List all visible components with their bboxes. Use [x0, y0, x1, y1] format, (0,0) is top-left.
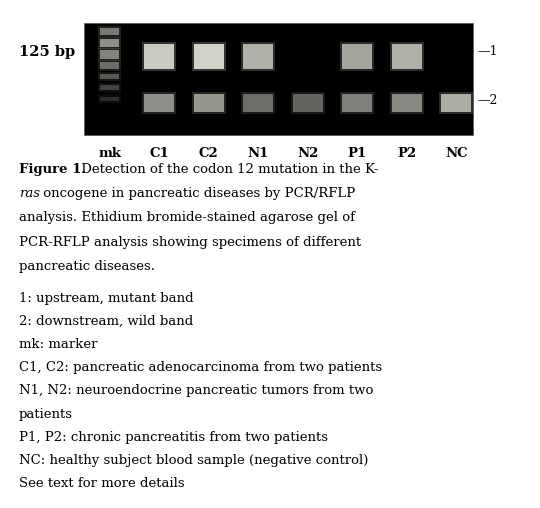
- Bar: [293, 94, 323, 112]
- Text: P1: P1: [348, 147, 367, 161]
- Bar: [98, 95, 121, 103]
- Bar: [392, 94, 422, 112]
- Bar: [98, 37, 121, 49]
- Text: NC: NC: [445, 147, 468, 161]
- Bar: [241, 42, 275, 71]
- Bar: [241, 92, 275, 114]
- Bar: [144, 44, 174, 69]
- Text: P1, P2: chronic pancreatitis from two patients: P1, P2: chronic pancreatitis from two pa…: [19, 431, 328, 444]
- Text: pancreatic diseases.: pancreatic diseases.: [19, 260, 155, 273]
- Bar: [84, 23, 472, 135]
- Bar: [243, 94, 273, 112]
- Bar: [392, 44, 422, 69]
- Text: patients: patients: [19, 407, 73, 421]
- Bar: [192, 42, 226, 71]
- Text: mk: mk: [98, 147, 121, 161]
- Bar: [142, 92, 176, 114]
- Text: N1, N2: neuroendocrine pancreatic tumors from two: N1, N2: neuroendocrine pancreatic tumors…: [19, 385, 373, 397]
- Text: NC: healthy subject blood sample (negative control): NC: healthy subject blood sample (negati…: [19, 454, 368, 467]
- Bar: [98, 26, 121, 37]
- Bar: [441, 94, 471, 112]
- Text: Figure 1.: Figure 1.: [19, 163, 86, 176]
- Text: Detection of the codon 12 mutation in the K-: Detection of the codon 12 mutation in th…: [77, 163, 379, 176]
- Bar: [98, 72, 121, 81]
- Bar: [192, 92, 226, 114]
- Bar: [100, 50, 119, 58]
- Text: oncogene in pancreatic diseases by PCR/RFLP: oncogene in pancreatic diseases by PCR/R…: [39, 187, 356, 200]
- Text: mk: marker: mk: marker: [19, 338, 97, 351]
- Text: See text for more details: See text for more details: [19, 477, 185, 490]
- Text: 2: downstream, wild band: 2: downstream, wild band: [19, 315, 193, 328]
- Bar: [144, 94, 174, 112]
- Bar: [98, 48, 121, 60]
- Text: ras: ras: [19, 187, 40, 200]
- Bar: [390, 42, 424, 71]
- Bar: [342, 44, 372, 69]
- Bar: [439, 92, 474, 114]
- Text: —1: —1: [478, 45, 498, 58]
- Text: P2: P2: [397, 147, 416, 161]
- Bar: [100, 74, 119, 79]
- Bar: [98, 83, 121, 92]
- Text: PCR-RFLP analysis showing specimens of different: PCR-RFLP analysis showing specimens of d…: [19, 236, 361, 249]
- Text: C1, C2: pancreatic adenocarcinoma from two patients: C1, C2: pancreatic adenocarcinoma from t…: [19, 361, 382, 374]
- Bar: [100, 39, 119, 47]
- Text: C1: C1: [149, 147, 169, 161]
- Text: —2: —2: [478, 94, 498, 107]
- Bar: [194, 94, 224, 112]
- Text: N1: N1: [247, 147, 269, 161]
- Text: 1: upstream, mutant band: 1: upstream, mutant band: [19, 292, 193, 305]
- Bar: [340, 42, 374, 71]
- Text: analysis. Ethidium bromide-stained agarose gel of: analysis. Ethidium bromide-stained agaro…: [19, 211, 355, 225]
- Bar: [100, 62, 119, 69]
- Bar: [243, 44, 273, 69]
- Bar: [194, 44, 224, 69]
- Text: C2: C2: [199, 147, 219, 161]
- Bar: [100, 28, 119, 35]
- Bar: [98, 60, 121, 71]
- Bar: [100, 97, 119, 101]
- Text: N2: N2: [297, 147, 319, 161]
- Bar: [340, 92, 374, 114]
- Bar: [342, 94, 372, 112]
- Text: 125 bp: 125 bp: [19, 45, 76, 59]
- Bar: [390, 92, 424, 114]
- Bar: [291, 92, 325, 114]
- Bar: [142, 42, 176, 71]
- Bar: [100, 85, 119, 90]
